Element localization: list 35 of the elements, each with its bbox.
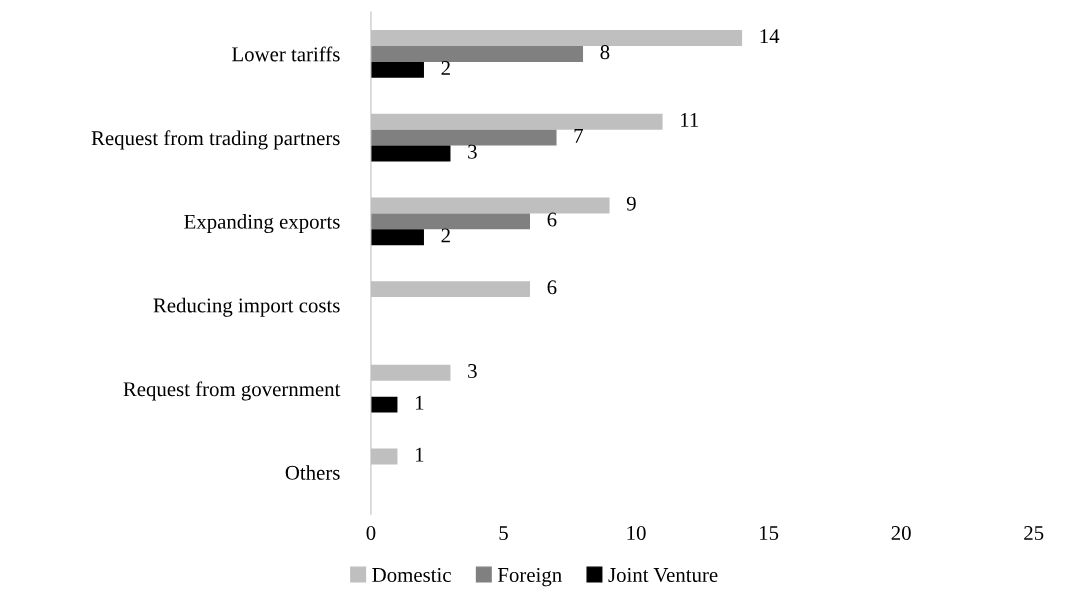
- bar: [370, 61, 424, 78]
- y-tick-label: Others: [285, 465, 340, 480]
- x-tick-label: 5: [499, 526, 508, 541]
- x-tick-label: 15: [760, 526, 779, 541]
- legend-label: Joint Venture: [608, 567, 718, 583]
- bar: [370, 229, 424, 246]
- data-label: 3: [468, 364, 477, 379]
- y-tick-label: Reducing import costs: [153, 297, 340, 317]
- legend-label: Domestic: [372, 567, 451, 582]
- y-tick-label: Expanding exports: [184, 214, 340, 234]
- bar: [370, 129, 557, 146]
- x-tick-label: 10: [627, 525, 646, 541]
- legend-label: Foreign: [497, 567, 562, 587]
- y-tick-label: Request from trading partners: [91, 130, 340, 150]
- bar: [370, 396, 398, 413]
- data-label: 11: [681, 112, 699, 127]
- y-tick-label: Request from government: [123, 381, 341, 401]
- x-tick-label: 20: [891, 525, 911, 541]
- data-label: 6: [547, 280, 557, 295]
- data-label: 2: [441, 228, 450, 243]
- bar: [370, 46, 584, 62]
- data-label: 9: [626, 196, 636, 211]
- data-label: 6: [547, 212, 557, 227]
- data-label: 3: [468, 144, 477, 159]
- y-tick-label: Lower tariffs: [232, 46, 340, 62]
- x-tick-label: 25: [1024, 526, 1044, 541]
- data-label: 7: [574, 129, 584, 143]
- data-label: 1: [415, 447, 424, 462]
- data-label: 1: [415, 395, 424, 410]
- bar: [370, 145, 451, 162]
- data-label: 8: [600, 45, 610, 60]
- data-label: 14: [760, 29, 780, 44]
- x-tick-label: 0: [366, 525, 376, 541]
- data-label: 2: [441, 61, 450, 75]
- bar: [370, 213, 531, 230]
